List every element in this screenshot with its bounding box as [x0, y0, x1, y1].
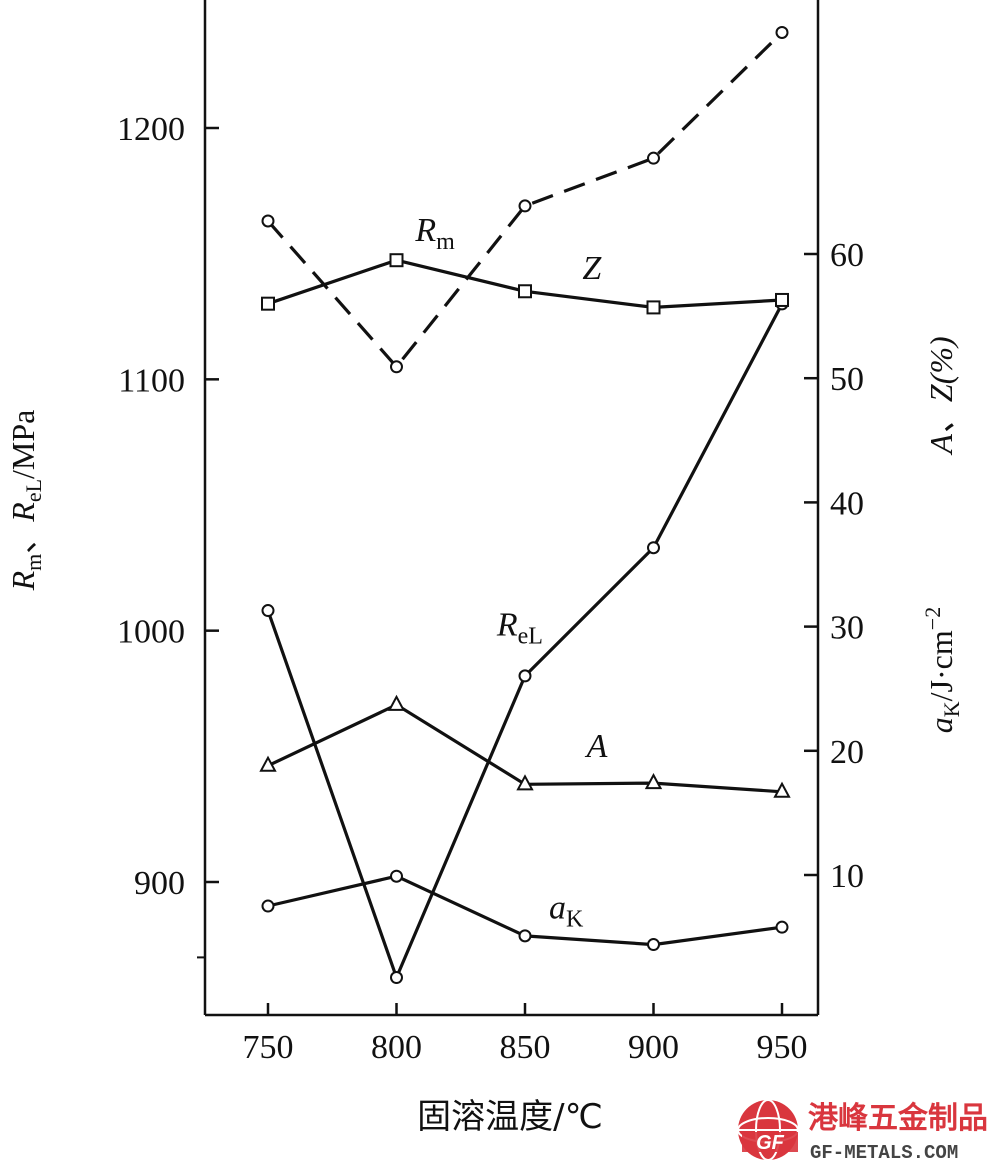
point-aK — [518, 929, 532, 943]
point-Z — [518, 284, 532, 299]
x-tick-label: 750 — [243, 1029, 294, 1066]
point-aK — [390, 869, 403, 883]
point-Rm — [261, 214, 275, 228]
point-Z — [646, 300, 661, 315]
point-Rm — [775, 25, 789, 39]
point-A — [516, 774, 534, 791]
right-tick-label: 30 — [830, 610, 864, 647]
point-A — [387, 694, 406, 711]
point-Rm — [647, 151, 660, 165]
left-tick-label: 1200 — [117, 111, 185, 148]
left-axis-title: Rm、ReL/MPa — [5, 410, 46, 592]
right-tick-label: 50 — [830, 361, 864, 398]
right-tick-label: 10 — [830, 858, 864, 895]
point-ReL — [261, 604, 275, 618]
right-axis-title-top: A、Z(%) — [923, 336, 959, 455]
point-A — [644, 772, 663, 790]
right-tick-label: 20 — [830, 734, 864, 771]
right-tick-label: 60 — [830, 237, 864, 274]
point-Rm — [518, 199, 532, 213]
series-label-ReL: ReL — [496, 607, 543, 650]
series-line-Z — [267, 258, 783, 310]
point-Z — [389, 253, 404, 268]
right-tick-label: 40 — [830, 485, 864, 522]
watermark-logo-text: GF — [756, 1132, 785, 1154]
point-ReL — [518, 669, 532, 683]
series-label-aK: aK — [549, 889, 584, 932]
point-A — [773, 781, 791, 798]
point-A — [259, 755, 277, 772]
series-line-Rm — [266, 31, 784, 370]
point-ReL — [390, 971, 403, 985]
left-tick-label: 1000 — [117, 614, 185, 651]
x-tick-label: 850 — [500, 1029, 551, 1066]
x-axis-title: 固溶温度/℃ — [417, 1097, 603, 1137]
right-axis-title-bottom: aK/J·cm−2 — [920, 607, 964, 733]
x-tick-label: 800 — [371, 1029, 422, 1066]
x-tick-label: 900 — [628, 1029, 679, 1066]
point-aK — [775, 920, 789, 934]
watermark-brand-en: GF-METALS.COM — [810, 1142, 958, 1164]
series-label-Z: Z — [582, 250, 602, 287]
left-tick-label: 1100 — [118, 362, 185, 399]
axis-labels: Rm ReL Z AaK Rm、ReL/MPa A、Z(%) aK/J·cm−2 固溶温度/℃ — [5, 212, 964, 1137]
watermark-logo: GF 港峰五金制品 GF-METALS.COM — [737, 1099, 988, 1164]
x-tick-label: 950 — [757, 1029, 808, 1066]
watermark-brand-cn: 港峰五金制品 — [808, 1101, 988, 1136]
point-ReL — [647, 541, 660, 555]
series-label-Rm: Rm — [414, 212, 455, 255]
series-layer — [259, 25, 791, 985]
point-Rm — [390, 360, 403, 374]
point-Z — [775, 292, 789, 307]
axis-ticks: 750 800 850 900 950 900 1000 1100 1200 10 20 30 40 50… — [117, 111, 864, 1066]
left-tick-label: 900 — [134, 865, 185, 902]
axes-frame — [203, 0, 820, 1017]
point-aK — [647, 938, 660, 952]
point-Z — [261, 296, 275, 311]
point-aK — [261, 899, 275, 913]
series-label-A: A — [585, 728, 608, 765]
